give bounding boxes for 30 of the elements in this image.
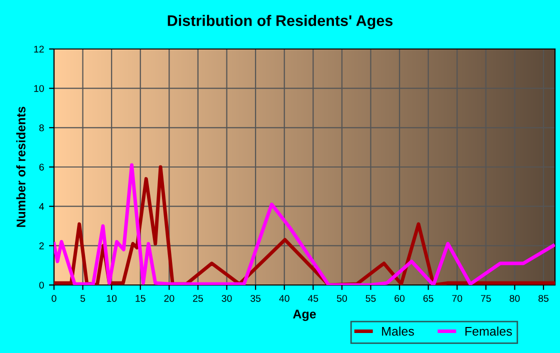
x-tick-label: 60 <box>394 294 405 302</box>
x-tick-label: 20 <box>164 294 174 302</box>
x-tick-label: 5 <box>80 295 86 302</box>
y-tick-label: 12 <box>34 46 44 53</box>
x-tick-label: 40 <box>279 294 290 302</box>
y-tick-label: 8 <box>39 124 44 132</box>
x-tick-label: 30 <box>222 294 232 302</box>
x-tick-label: 70 <box>452 294 462 302</box>
y-tick-label: 2 <box>39 242 44 250</box>
y-tick-label: 6 <box>39 164 44 171</box>
x-tick-label: 45 <box>308 295 318 302</box>
x-tick-label: 15 <box>136 295 146 302</box>
y-tick-label: 10 <box>34 85 44 92</box>
x-tick-label: 65 <box>423 294 434 302</box>
x-tick-label: 35 <box>250 294 261 302</box>
x-tick-label: 80 <box>510 294 520 302</box>
x-tick-label: 50 <box>336 294 347 302</box>
x-tick-label: 55 <box>366 295 376 302</box>
y-tick-label: 0 <box>39 282 44 289</box>
y-tick-label: 4 <box>39 203 44 210</box>
x-tick-label: 25 <box>193 294 203 302</box>
x-tick-label: 85 <box>538 294 548 302</box>
legend-label: Males <box>382 326 414 336</box>
legend-label: Females <box>465 326 512 336</box>
y-axis-title: Number of residents <box>16 106 26 227</box>
x-tick-label: 0 <box>52 294 56 302</box>
x-tick-label: 10 <box>106 294 117 302</box>
x-tick-label: 75 <box>480 295 491 302</box>
chart-title: Distribution of Residents' Ages <box>168 14 393 30</box>
x-axis-title: Age <box>293 310 316 321</box>
